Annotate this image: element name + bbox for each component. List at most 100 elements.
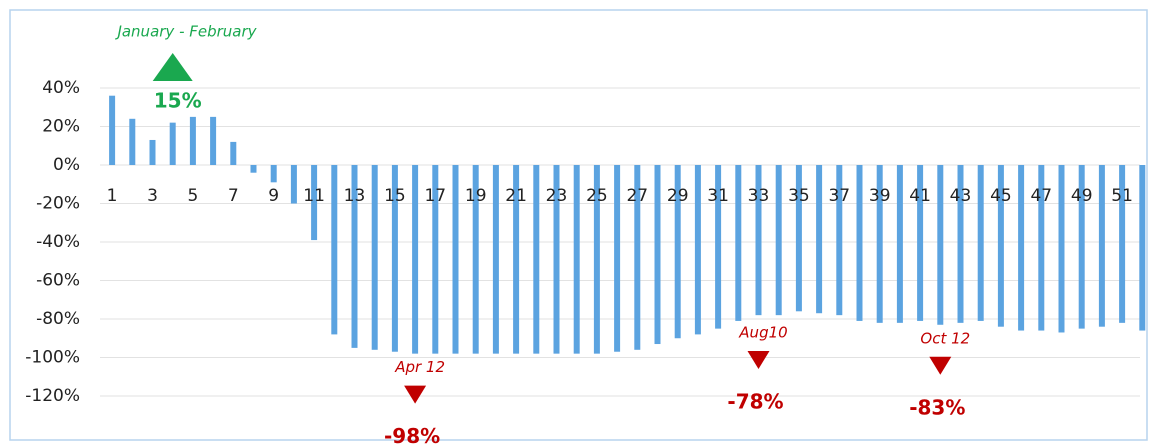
y-tick-label: -40% bbox=[36, 232, 80, 252]
x-tick-label: 15 bbox=[384, 186, 406, 206]
arrow-down bbox=[404, 385, 427, 404]
bar bbox=[816, 165, 823, 314]
y-tick-label: -20% bbox=[36, 194, 80, 214]
x-tick-label: 27 bbox=[626, 186, 648, 206]
y-tick-label: 0% bbox=[53, 155, 80, 175]
bar bbox=[270, 165, 277, 183]
arrow-up bbox=[152, 53, 193, 81]
annotation-title: Oct 12 bbox=[920, 329, 970, 347]
x-tick-label: 19 bbox=[465, 186, 487, 206]
bar bbox=[432, 165, 439, 354]
x-tick-label: 41 bbox=[909, 186, 931, 206]
bar bbox=[371, 165, 378, 350]
x-tick-label: 7 bbox=[228, 186, 239, 206]
x-tick-label: 33 bbox=[748, 186, 770, 206]
annotation-value: -98% bbox=[384, 424, 440, 446]
bar bbox=[917, 165, 924, 321]
annotation-title: Aug10 bbox=[738, 324, 787, 342]
bar bbox=[351, 165, 358, 348]
x-tick-label: 5 bbox=[187, 186, 198, 206]
bar bbox=[896, 165, 903, 323]
x-tick-label: 21 bbox=[505, 186, 527, 206]
x-tick-label: 39 bbox=[869, 186, 891, 206]
x-tick-label: 11 bbox=[303, 186, 325, 206]
x-tick-label: 1 bbox=[107, 186, 118, 206]
bar bbox=[1119, 165, 1126, 323]
annotation-value: 15% bbox=[154, 89, 202, 113]
bar bbox=[472, 165, 479, 354]
y-tick-label: -120% bbox=[25, 386, 80, 406]
bar bbox=[715, 165, 722, 329]
chart-frame bbox=[9, 9, 1148, 441]
bar bbox=[674, 165, 681, 339]
bar bbox=[189, 116, 196, 165]
bar bbox=[836, 165, 843, 316]
bar bbox=[553, 165, 560, 354]
x-tick-label: 17 bbox=[424, 186, 446, 206]
x-tick-label: 3 bbox=[147, 186, 158, 206]
bar bbox=[775, 165, 782, 316]
x-tick-label: 45 bbox=[990, 186, 1012, 206]
bar bbox=[856, 165, 863, 321]
y-tick-label: -60% bbox=[36, 271, 80, 291]
bar bbox=[250, 165, 257, 173]
y-tick-label: 40% bbox=[42, 78, 80, 98]
bar bbox=[1038, 165, 1045, 331]
y-tick-label: -80% bbox=[36, 309, 80, 329]
bar bbox=[1098, 165, 1105, 327]
x-tick-label: 37 bbox=[828, 186, 850, 206]
bar bbox=[876, 165, 883, 323]
x-tick-label: 49 bbox=[1071, 186, 1093, 206]
bar bbox=[290, 165, 297, 204]
bar bbox=[997, 165, 1004, 327]
x-tick-label: 43 bbox=[950, 186, 972, 206]
bar bbox=[614, 165, 621, 352]
y-tick-label: -100% bbox=[25, 348, 80, 368]
bar bbox=[957, 165, 964, 323]
annotation-title: January - February bbox=[114, 23, 257, 41]
bar bbox=[1078, 165, 1085, 329]
bar bbox=[412, 165, 419, 354]
bar bbox=[735, 165, 742, 321]
bar bbox=[1058, 165, 1065, 333]
arrow-down bbox=[929, 356, 952, 375]
x-tick-label: 9 bbox=[268, 186, 279, 206]
bar bbox=[391, 165, 398, 352]
bar bbox=[331, 165, 338, 335]
bar bbox=[593, 165, 600, 354]
bar bbox=[795, 165, 802, 312]
arrow-down bbox=[747, 351, 770, 369]
bar bbox=[129, 118, 136, 165]
bar bbox=[149, 139, 156, 165]
x-tick-label: 25 bbox=[586, 186, 608, 206]
x-tick-label: 51 bbox=[1111, 186, 1133, 206]
x-tick-label: 29 bbox=[667, 186, 689, 206]
bar bbox=[634, 165, 641, 350]
annotation-value: -83% bbox=[909, 395, 965, 419]
bar bbox=[492, 165, 499, 354]
bar bbox=[169, 122, 176, 165]
x-tick-label: 23 bbox=[546, 186, 568, 206]
bar bbox=[755, 165, 762, 316]
x-tick-label: 35 bbox=[788, 186, 810, 206]
bar bbox=[573, 165, 580, 354]
bar bbox=[937, 165, 944, 325]
bar bbox=[452, 165, 459, 354]
bar bbox=[977, 165, 984, 321]
bar bbox=[533, 165, 540, 354]
bar bbox=[311, 165, 318, 241]
x-tick-label: 31 bbox=[707, 186, 729, 206]
bar bbox=[230, 141, 237, 165]
annotation-title: Apr 12 bbox=[394, 358, 445, 376]
annotation-value: -78% bbox=[727, 390, 783, 414]
y-tick-label: 20% bbox=[42, 117, 80, 137]
bar bbox=[1139, 165, 1146, 331]
bar bbox=[109, 95, 116, 165]
bar bbox=[694, 165, 701, 335]
bar bbox=[210, 116, 217, 165]
bar bbox=[513, 165, 520, 354]
x-tick-label: 47 bbox=[1030, 186, 1052, 206]
bar bbox=[654, 165, 661, 345]
x-tick-label: 13 bbox=[344, 186, 366, 206]
